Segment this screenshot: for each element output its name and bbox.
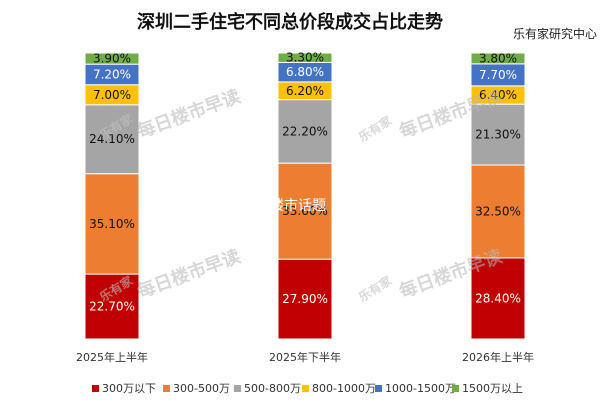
data-label-3-1: 28.40% [475,291,521,305]
data-label-2-4: 6.20% [286,84,324,98]
legend-label-4: 800-1000万 [312,382,376,395]
category-label-2: 2025年下半年 [269,350,341,364]
legend-swatch-1 [92,385,99,392]
category-label-1: 2025年上半年 [76,350,148,364]
bar-segment-3-2 [470,164,526,259]
data-label-2-1: 27.90% [282,292,328,306]
center-watermark: @楼市话题 [241,197,326,214]
bar-segment-3-6 [470,52,526,65]
watermark-logo-2: 乐有家 [356,112,395,144]
legend-label-5: 1000-1500万 [385,382,456,395]
watermark-brand-3: 每日楼市早读 [134,245,243,303]
bar-segment-2-6 [277,52,333,63]
legend-swatch-2 [163,385,170,392]
watermark-logo-4: 乐有家 [356,272,395,304]
data-label-1-5: 7.20% [93,67,131,81]
category-labels-group: 2025年上半年 2025年下半年 2026年上半年 [76,350,534,364]
data-label-2-3: 22.20% [282,124,328,138]
data-label-2-6: 3.30% [286,51,324,65]
chart-source: 乐有家研究中心 [513,26,597,41]
data-label-1-4: 7.00% [93,88,131,102]
bar-segment-3-3 [470,103,526,166]
legend-swatch-3 [234,385,241,392]
bar-segment-2-3 [277,99,333,164]
data-label-1-1: 22.70% [89,300,135,314]
bars-group [84,52,526,340]
segment-labels-group: 22.70% 35.10% 24.10% 7.00% 7.20%3.90% 27.90% 3… [89,51,521,314]
weibo-icon [241,198,255,212]
legend-label-2: 300-500万 [173,382,230,395]
legend-swatch-4 [302,385,309,392]
data-label-2-2: 33.60% [282,204,328,218]
chart-title: 深圳二手住宅不同总价段成交占比走势 [137,11,443,33]
data-label-1-6: 3.90% [93,52,131,66]
legend-label-1: 300万以下 [102,382,156,395]
data-label-3-2: 32.50% [475,204,521,218]
legend-label-6: 1500万以上 [462,382,523,395]
data-label-3-4: 6.40% [479,88,517,102]
bar-segment-1-2 [84,173,140,275]
data-label-3-3: 21.30% [475,128,521,142]
watermark-brand-1: 每日楼市早读 [134,85,243,143]
data-label-1-2: 35.10% [89,217,135,231]
data-label-1-3: 24.10% [89,132,135,146]
category-label-3: 2026年上半年 [462,350,534,364]
data-label-3-6: 3.80% [479,51,517,65]
bar-segment-3-1 [470,257,526,340]
bar-segment-1-1 [84,273,140,340]
legend-label-3: 500-800万 [244,382,301,395]
legend-swatch-5 [375,385,382,392]
data-label-2-5: 6.80% [286,65,324,79]
legend: 300万以下 300-500万 500-800万 800-1000万 1000-1500… [92,382,523,395]
bar-segment-1-6 [84,52,140,65]
data-label-3-5: 7.70% [479,68,517,82]
legend-swatch-6 [452,385,459,392]
center-watermark-text: @楼市话题 [256,197,326,214]
